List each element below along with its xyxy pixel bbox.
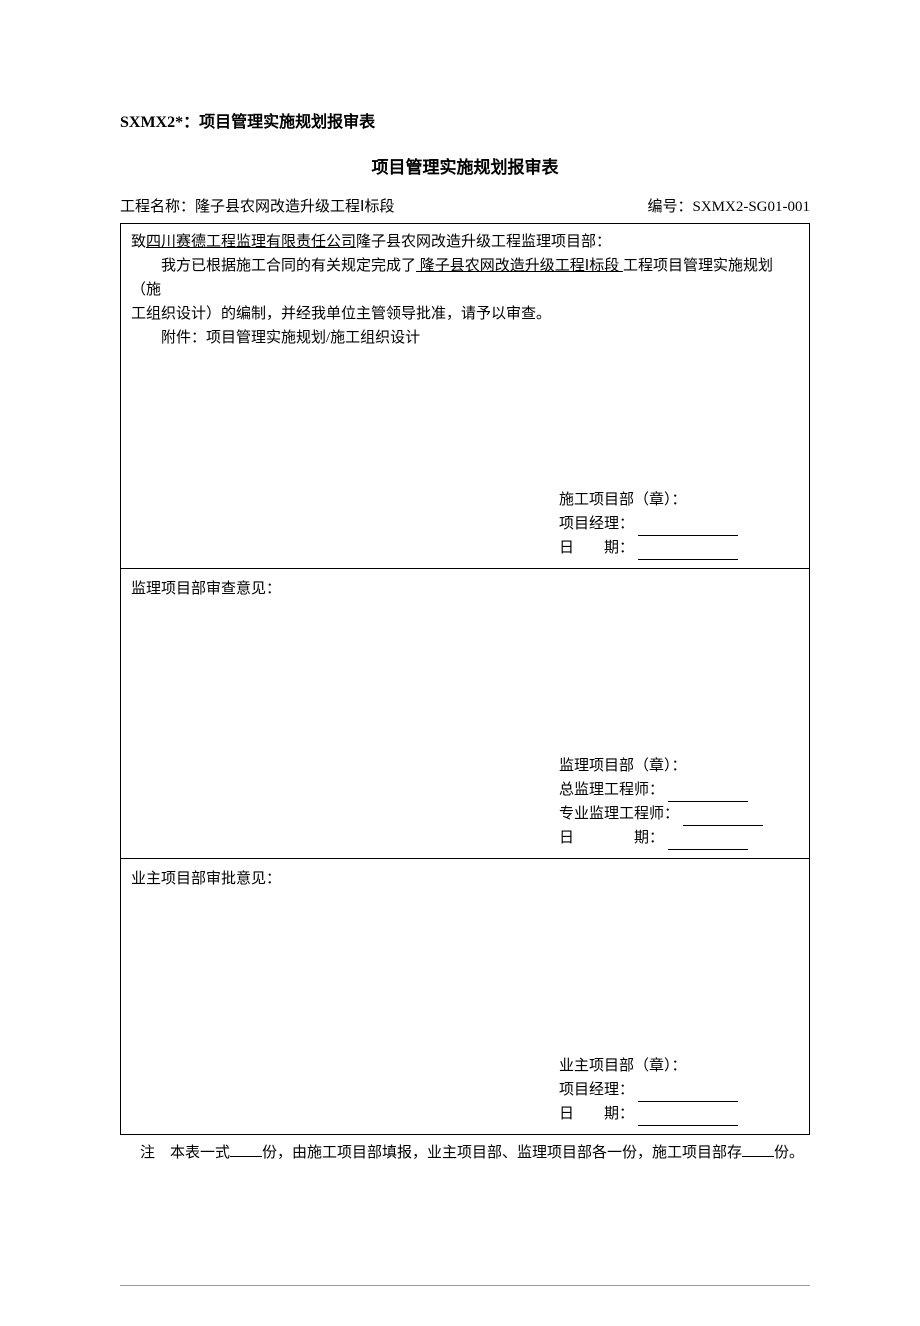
contractor-seal-line: 施工项目部（章）： [559, 488, 789, 512]
owner-sign-block: 业主项目部（章）： 项目经理： 日 期： [559, 1054, 789, 1126]
project-label: 工程名称： [120, 199, 195, 215]
submission-section: 致四川赛德工程监理有限责任公司隆子县农网改造升级工程监理项目部： 我方已根据施工… [121, 224, 809, 569]
owner-section: 业主项目部审批意见： 业主项目部（章）： 项目经理： 日 期： [121, 859, 809, 1134]
page-footer-rule [120, 1285, 810, 1286]
serial-label: 编号： [647, 199, 692, 215]
owner-pm-line: 项目经理： [559, 1078, 789, 1102]
form-title: 项目管理实施规划报审表 [120, 154, 810, 181]
supervisor-head: 监理项目部审查意见： [131, 575, 799, 601]
letter-body: 致四川赛德工程监理有限责任公司隆子县农网改造升级工程监理项目部： 我方已根据施工… [131, 230, 799, 350]
supervisor-date-line: 日 期： [559, 826, 789, 850]
chief-supervisor-line: 总监理工程师： [559, 778, 789, 802]
addressee-company: 四川赛德工程监理有限责任公司 [146, 234, 356, 250]
serial-value: SXMX2-SG01-001 [692, 199, 810, 215]
supervisor-seal-line: 监理项目部（章）： [559, 754, 789, 778]
contractor-date-line: 日 期： [559, 536, 789, 560]
para-project: 隆子县农网改造升级工程Ⅰ标段 [416, 258, 623, 274]
owner-head: 业主项目部审批意见： [131, 865, 799, 891]
footnote-blank1 [230, 1156, 262, 1157]
owner-seal-line: 业主项目部（章）： [559, 1054, 789, 1078]
supervisor-section: 监理项目部审查意见： 监理项目部（章）： 总监理工程师： 专业监理工程师： 日 … [121, 569, 809, 859]
form-code-line: SXMX2*：项目管理实施规划报审表 [120, 110, 810, 136]
addressee-line: 致四川赛德工程监理有限责任公司隆子县农网改造升级工程监理项目部： [131, 230, 799, 254]
para-pre: 我方已根据施工合同的有关规定完成了 [161, 258, 416, 274]
footnote-blank2 [742, 1156, 774, 1157]
paragraph-line2: 工组织设计）的编制，并经我单位主管领导批准，请予以审查。 [131, 302, 799, 326]
attachment-line: 附件：项目管理实施规划/施工组织设计 [131, 326, 799, 350]
serial-block: 编号：SXMX2-SG01-001 [647, 195, 810, 219]
meta-row: 工程名称：隆子县农网改造升级工程Ⅰ标段 编号：SXMX2-SG01-001 [120, 195, 810, 219]
owner-date-line: 日 期： [559, 1102, 789, 1126]
contractor-sign-block: 施工项目部（章）： 项目经理： 日 期： [559, 488, 789, 560]
footnote-mid: 份，由施工项目部填报，业主项目部、监理项目部各一份，施工项目部存 [262, 1145, 742, 1161]
addressee-prefix: 致 [131, 234, 146, 250]
footnote: 注 本表一式 份，由施工项目部填报，业主项目部、监理项目部各一份，施工项目部存 份。 [120, 1141, 810, 1165]
project-name: 隆子县农网改造升级工程Ⅰ标段 [195, 199, 394, 215]
footnote-post: 份。 [774, 1145, 804, 1161]
form-table: 致四川赛德工程监理有限责任公司隆子县农网改造升级工程监理项目部： 我方已根据施工… [120, 223, 810, 1135]
footnote-pre: 注 本表一式 [140, 1145, 230, 1161]
contractor-pm-line: 项目经理： [559, 512, 789, 536]
project-name-block: 工程名称：隆子县农网改造升级工程Ⅰ标段 [120, 195, 394, 219]
supervisor-sign-block: 监理项目部（章）： 总监理工程师： 专业监理工程师： 日 期： [559, 754, 789, 850]
addressee-suffix: 隆子县农网改造升级工程监理项目部： [356, 234, 611, 250]
pro-supervisor-line: 专业监理工程师： [559, 802, 789, 826]
paragraph-line1: 我方已根据施工合同的有关规定完成了 隆子县农网改造升级工程Ⅰ标段 工程项目管理实… [131, 254, 799, 302]
